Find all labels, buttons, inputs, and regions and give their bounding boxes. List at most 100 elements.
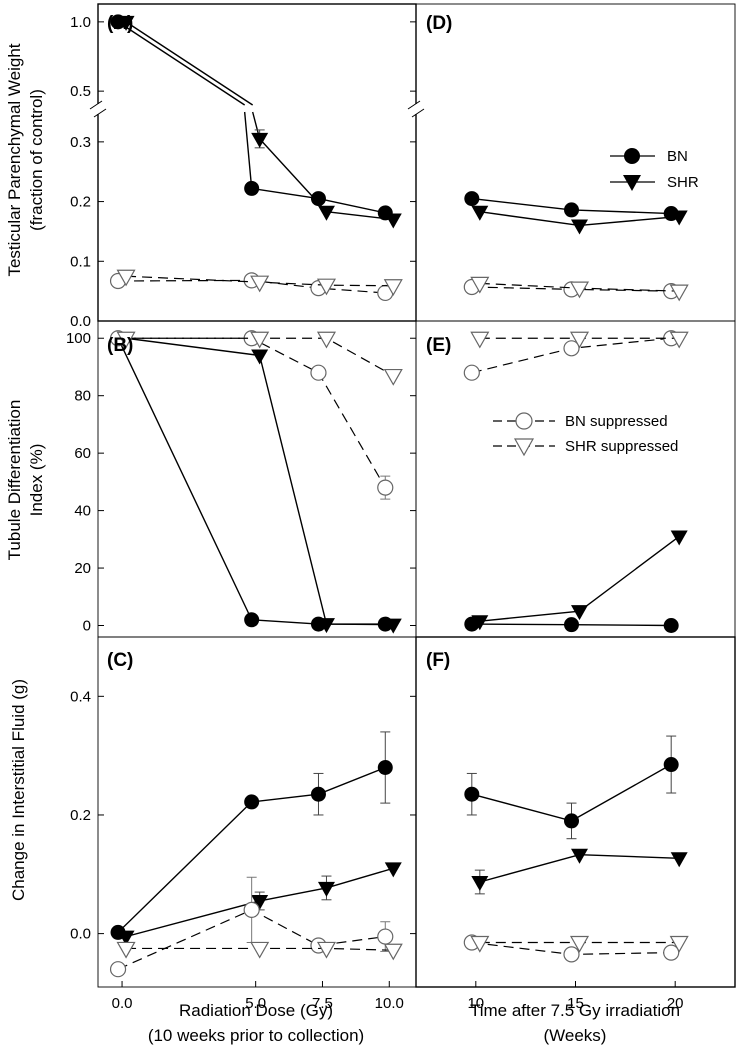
data-point-e-shr-2 xyxy=(670,530,688,546)
data-point-b-bn-suppressed-2 xyxy=(310,364,327,381)
data-point-c-shr-suppressed-3 xyxy=(383,943,403,961)
panel-letter-d: (D) xyxy=(426,13,452,34)
data-point-c-bn-2 xyxy=(310,786,326,802)
data-point-d-shr-suppressed-2 xyxy=(669,284,689,302)
ytick-label-1-4: 80 xyxy=(74,388,91,405)
series-line-a-bn xyxy=(117,21,386,214)
data-point-b-bn-suppressed-3 xyxy=(377,479,394,496)
data-point-b-shr-3 xyxy=(384,618,402,634)
series-line-a-bn-suppressed xyxy=(118,279,386,294)
axis-break-mark-a-upper xyxy=(89,100,103,110)
data-point-b-shr-2 xyxy=(317,618,335,634)
ytick-label-1-0: 0 xyxy=(83,618,91,635)
xtick-label-dose-2: 7.5 xyxy=(312,995,333,1012)
ytick-label-2-1: 0.2 xyxy=(70,807,91,824)
series-line-c-bn-suppressed xyxy=(117,909,386,970)
data-point-b-shr-suppressed-0 xyxy=(116,331,136,349)
data-point-d-shr-0 xyxy=(471,205,489,221)
data-point-e-shr-suppressed-2 xyxy=(669,331,689,349)
series-line-b-bn-suppressed xyxy=(118,337,386,488)
data-point-b-shr-suppressed-1 xyxy=(250,331,270,349)
xtick-label-dose-1: 5.0 xyxy=(245,995,266,1012)
xtick-label-dose-0: 0.0 xyxy=(112,995,133,1012)
xlabel-time-line2: (Weeks) xyxy=(544,1026,607,1045)
data-point-f-bn-0 xyxy=(464,786,480,802)
data-point-e-bn-1 xyxy=(564,617,579,633)
series-line-b-shr-suppressed xyxy=(126,337,394,377)
data-point-f-shr-suppressed-1 xyxy=(569,935,590,953)
ylabel-row1-line1: Testicular Parenchymal Weight xyxy=(5,43,24,276)
legend-label-bn-suppressed: BN suppressed xyxy=(565,413,668,430)
data-point-d-shr-suppressed-1 xyxy=(569,281,590,299)
legend-middle: BN suppressed SHR suppressed xyxy=(493,412,678,457)
axis-break-mark-d-upper xyxy=(407,100,421,110)
data-point-d-shr-1 xyxy=(571,219,588,235)
data-point-e-bn-suppressed-1 xyxy=(563,340,580,357)
legend-top: BN SHR xyxy=(610,148,699,191)
series-line-b-shr xyxy=(125,337,394,626)
data-point-a-shr-suppressed-3 xyxy=(383,279,403,296)
data-point-d-shr-2 xyxy=(670,210,688,226)
ytick-label-0-0: 0.0 xyxy=(70,313,91,330)
xlabel-time-line1: Time after 7.5 Gy irradiation xyxy=(470,1001,680,1020)
data-point-c-shr-0 xyxy=(117,930,135,946)
data-point-f-shr-suppressed-0 xyxy=(470,935,490,953)
data-point-d-bn-1 xyxy=(564,202,579,218)
legend-marker-shr-suppressed xyxy=(513,438,535,457)
axis-break-mark-a-gap xyxy=(90,104,106,114)
axis-break-mark-d-lower xyxy=(411,108,425,118)
data-point-a-shr-0 xyxy=(117,15,135,31)
data-point-e-shr-0 xyxy=(471,615,489,631)
panel-letter-b: (B) xyxy=(107,335,133,356)
data-point-a-shr-suppressed-1 xyxy=(250,275,270,293)
legend-label-shr-suppressed: SHR suppressed xyxy=(565,438,678,455)
series-line-a-shr-suppressed xyxy=(126,275,394,287)
data-point-a-shr-3 xyxy=(384,213,402,229)
xlabel-dose-line2: (10 weeks prior to collection) xyxy=(148,1026,364,1045)
ytick-label-1-1: 20 xyxy=(74,560,91,577)
data-point-d-bn-0 xyxy=(464,191,480,207)
data-point-f-shr-1 xyxy=(571,848,588,864)
ytick-label-0-4: 0.5 xyxy=(70,83,91,100)
ytick-label-1-2: 40 xyxy=(74,503,91,520)
plot-layer: 0.00.10.20.30.51.00204060801000.00.20.40… xyxy=(66,3,736,1012)
ytick-label-0-3: 0.3 xyxy=(70,134,91,151)
legend-label-bn: BN xyxy=(667,148,688,165)
data-point-a-shr-1 xyxy=(251,132,269,148)
data-point-c-bn-suppressed-3 xyxy=(377,928,394,945)
data-point-a-bn-1 xyxy=(244,180,260,196)
data-point-d-shr-suppressed-0 xyxy=(470,276,490,294)
data-point-f-shr-suppressed-2 xyxy=(669,935,689,953)
ytick-label-0-5: 1.0 xyxy=(70,14,91,31)
data-point-e-bn-suppressed-0 xyxy=(463,364,480,381)
legend-marker-bn xyxy=(624,148,640,164)
data-point-c-shr-suppressed-2 xyxy=(316,941,337,959)
data-point-b-shr-suppressed-3 xyxy=(383,368,403,386)
ylabel-row3: Change in Interstitial Fluid (g) xyxy=(9,679,28,901)
data-point-c-bn-suppressed-0 xyxy=(109,961,127,978)
data-point-b-bn-1 xyxy=(244,612,260,628)
data-point-a-shr-suppressed-0 xyxy=(116,269,136,287)
panel-letter-a: (A) xyxy=(107,13,133,34)
data-point-f-shr-0 xyxy=(471,876,489,891)
data-point-a-shr-suppressed-2 xyxy=(316,278,337,296)
xtick-label-dose-3: 10.0 xyxy=(375,995,404,1012)
panel-letter-e: (E) xyxy=(426,335,451,356)
data-point-c-shr-3 xyxy=(384,862,402,878)
series-line-c-shr xyxy=(125,867,394,938)
data-point-b-shr-suppressed-2 xyxy=(316,331,337,349)
data-point-b-shr-1 xyxy=(251,349,269,365)
xtick-label-time-0: 10 xyxy=(467,995,484,1012)
data-point-c-bn-suppressed-1 xyxy=(243,901,260,918)
ytick-label-1-5: 100 xyxy=(66,330,91,347)
data-point-c-shr-1 xyxy=(251,894,269,910)
ytick-label-2-2: 0.4 xyxy=(70,688,91,705)
data-point-e-shr-suppressed-0 xyxy=(470,331,490,349)
data-point-f-bn-suppressed-1 xyxy=(563,946,580,963)
data-point-e-bn-2 xyxy=(663,618,679,634)
ytick-label-0-1: 0.1 xyxy=(70,253,91,270)
data-point-a-bn-2 xyxy=(310,191,326,207)
panel-letter-f: (F) xyxy=(426,650,450,671)
legend-label-shr: SHR xyxy=(667,174,699,191)
